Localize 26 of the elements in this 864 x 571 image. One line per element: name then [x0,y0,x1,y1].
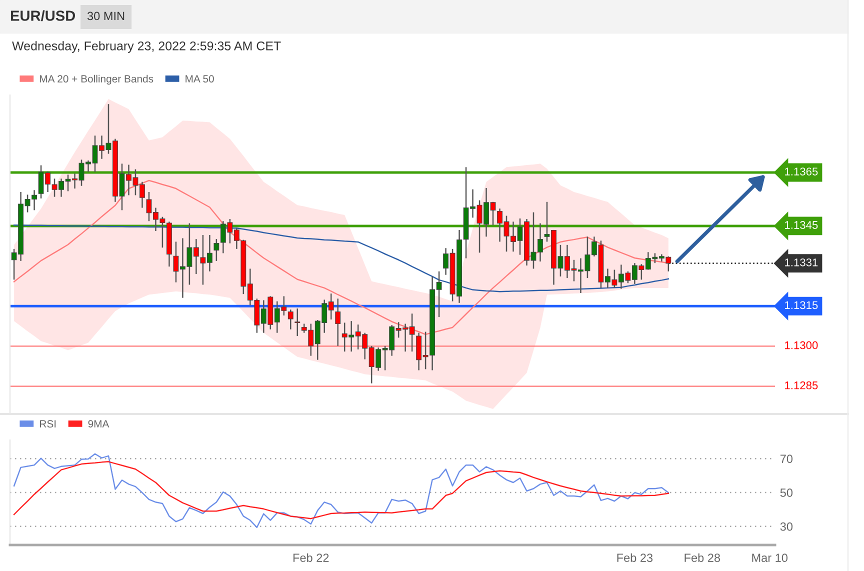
candlestick [294,308,300,337]
chart-title: EUR/USD [10,10,76,22]
line-series [13,453,670,528]
y-tick-label: 50 [780,488,793,497]
candlestick [335,298,341,347]
ref-line-label: 1.1300 [785,341,818,350]
candlestick [288,308,294,330]
ref-line-label: 1.1315 [785,301,818,310]
candlestick [214,238,220,262]
x-tick-label: Mar 10 [752,554,788,562]
legend-label: 9MA [88,420,110,428]
ref-line-label: 1.1345 [785,221,818,229]
y-tick-label: 70 [780,454,793,464]
y-tick-label: 30 [780,522,793,531]
ref-line-label: 1.1285 [785,381,818,390]
chart-subtitle: Wednesday, February 23, 2022 2:59:35 AM CET [12,41,281,53]
x-tick-label: Feb 22 [293,553,329,562]
text: 30 MIN [87,12,124,20]
x-tick-label: Feb 28 [684,553,720,562]
line-series [13,461,670,520]
ref-line-label: 1.1365 [785,168,818,176]
x-tick-label: Feb 23 [617,553,653,562]
legend-label: MA 20 + Bollinger Bands [40,74,154,85]
legend-label: RSI [40,420,56,428]
legend-label: MA 50 [186,75,214,83]
ref-line-label: 1.1331 [785,258,818,266]
